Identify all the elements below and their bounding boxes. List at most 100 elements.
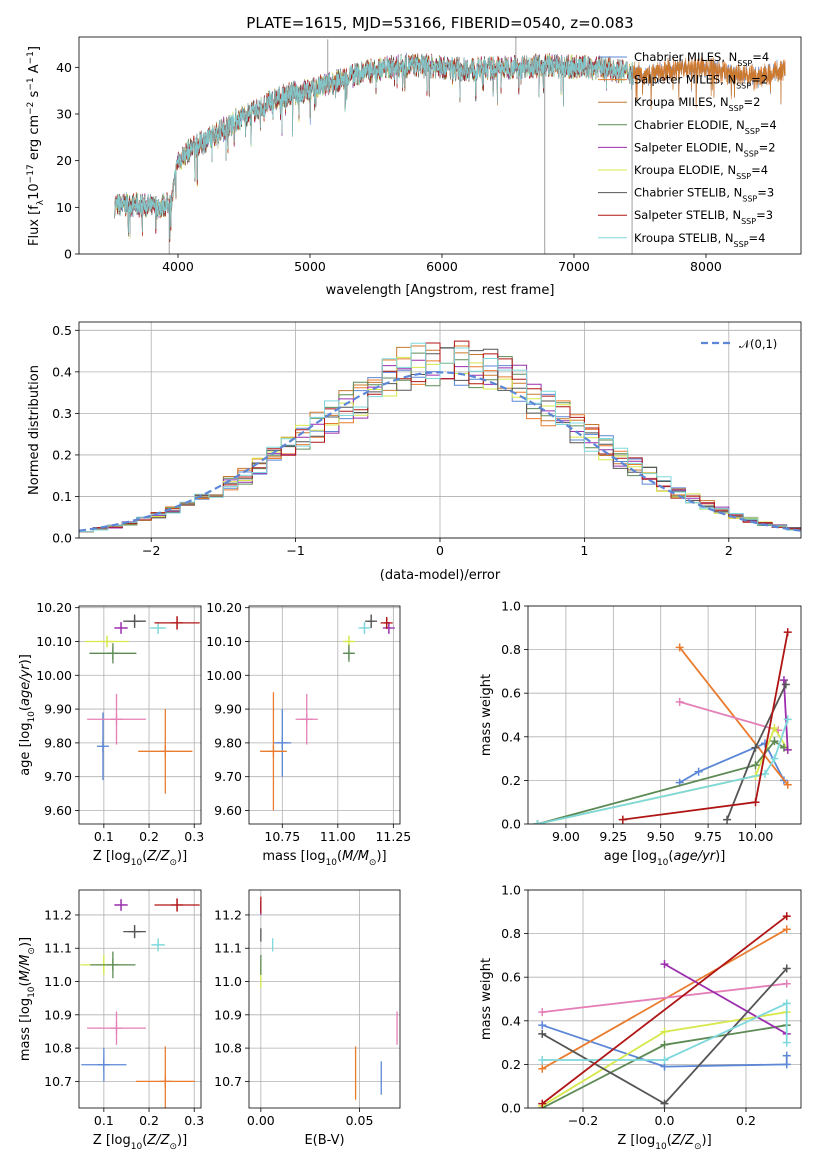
legend-entry: Chabrier STELIB, NSSP=3 <box>634 186 774 204</box>
plot-area <box>249 890 400 1108</box>
data-point <box>538 1099 547 1108</box>
x-axis-label: Z [log10(Z/Z⊙)] <box>617 1133 711 1152</box>
y-tick-label: 0.2 <box>52 447 72 462</box>
data-point <box>123 924 146 939</box>
data-point <box>382 621 395 634</box>
legend-entry: Kroupa STELIB, NSSP=4 <box>634 231 765 249</box>
mass-weight-series-line <box>542 1024 788 1068</box>
x-tick-label: 0.2 <box>736 1113 756 1128</box>
x-tick-label: −1 <box>286 543 304 558</box>
y-tick-label: 10.20 <box>206 600 242 615</box>
x-tick-label: 0.3 <box>184 829 204 844</box>
y-tick-label: 10.10 <box>36 634 72 649</box>
plot-area <box>249 606 400 824</box>
mass-weight-series-line <box>664 963 788 1035</box>
data-point <box>96 712 109 781</box>
data-point <box>770 737 779 746</box>
x-tick-label: 0.05 <box>346 1113 374 1128</box>
y-tick-label: 11.2 <box>214 907 242 922</box>
axes-frame <box>78 889 202 1109</box>
data-point <box>154 616 200 630</box>
y-tick-label: 10.9 <box>44 1007 72 1022</box>
x-axis-label: Z [log10(Z/Z⊙)] <box>93 1133 187 1152</box>
data-point <box>90 951 136 979</box>
y-tick-label: 10.7 <box>44 1074 72 1089</box>
y-tick-label: 0.4 <box>52 364 72 379</box>
grid <box>249 890 400 1108</box>
param-panel-5: 0.1 0.2 0.3 10.7 10.8 10.9 11.0 11.1 11.2 Z [log1… <box>18 889 204 1152</box>
plot-layer <box>85 614 200 794</box>
data-point <box>660 1040 669 1049</box>
y-tick-label: 0.0 <box>52 531 72 546</box>
mass-weight-series-line <box>783 680 789 750</box>
y-tick-label: 0.5 <box>52 323 72 338</box>
data-point <box>85 635 129 648</box>
data-point <box>782 1060 791 1069</box>
y-tick-label: 0.2 <box>501 773 521 788</box>
data-point <box>782 979 791 988</box>
histogram-series <box>79 342 801 538</box>
y-tick-label: 10.9 <box>214 1007 242 1022</box>
legend: Chabrier MILES, NSSP=4 Salpeter MILES, NS… <box>598 50 777 248</box>
axes-frame <box>78 605 202 825</box>
x-tick-label: −2 <box>142 543 160 558</box>
data-point <box>782 1038 791 1047</box>
data-point <box>538 1064 547 1073</box>
y-tick-label: 0.1 <box>52 489 72 504</box>
data-point <box>87 693 146 745</box>
data-point <box>135 1046 195 1108</box>
data-point <box>751 761 760 770</box>
data-point <box>770 724 779 733</box>
x-tick-label: 7000 <box>558 259 590 274</box>
data-point <box>782 912 791 921</box>
x-tick-label: 0.2 <box>139 829 159 844</box>
mass-weight-panel-4: 9.00 9.25 9.50 9.75 10.00 0.0 0.2 0.4 0.6 0.8 1.0 a… <box>479 599 802 868</box>
y-tick-label: 11.0 <box>214 974 242 989</box>
y-axis-label: mass weight <box>479 958 494 1040</box>
y-tick-label: 10.00 <box>36 668 72 683</box>
x-tick-label: 0.2 <box>139 1113 159 1128</box>
y-tick-label: 11.0 <box>44 974 72 989</box>
y-tick-label: 0 <box>64 247 72 262</box>
y-tick-label: 0.6 <box>501 970 521 985</box>
y-tick-label: 10.7 <box>214 1074 242 1089</box>
x-tick-label: 6000 <box>426 259 458 274</box>
y-axis-label: mass [log10(M/M⊙)] <box>18 937 37 1061</box>
plot-layer <box>533 628 792 824</box>
y-tick-label: 10.10 <box>206 634 242 649</box>
data-point <box>660 960 669 969</box>
data-point <box>770 754 779 763</box>
y-tick-label: 9.80 <box>44 735 72 750</box>
mass-weight-series-line <box>541 928 788 1070</box>
y-tick-label: 10.00 <box>206 668 242 683</box>
x-tick-label: 9.75 <box>694 829 722 844</box>
mass-weight-series-line <box>542 1001 788 1061</box>
data-point <box>783 628 792 637</box>
data-point <box>675 643 684 652</box>
axes-frame <box>248 889 401 1109</box>
data-point <box>779 676 788 685</box>
x-axis-label: Z [log10(Z/Z⊙)] <box>93 849 187 868</box>
y-tick-label: 0.6 <box>501 686 521 701</box>
data-point <box>149 621 167 634</box>
y-tick-label: 10.20 <box>36 600 72 615</box>
plot-layer <box>114 37 786 254</box>
data-point <box>618 815 627 824</box>
data-point <box>538 1008 547 1017</box>
x-axis-label: E(B-V) <box>304 1133 344 1148</box>
y-tick-label: 0.4 <box>501 729 521 744</box>
data-point <box>151 938 165 952</box>
param-panel-6: 0.00 0.05 10.7 10.8 10.9 11.0 11.1 11.2 E(B-V) <box>214 889 401 1148</box>
grid <box>249 606 400 824</box>
y-axis-label: mass weight <box>479 674 494 756</box>
data-point <box>538 1056 547 1065</box>
x-axis-label: age [log10(age/yr)] <box>604 849 726 868</box>
data-point <box>114 898 128 911</box>
legend-entry: Kroupa ELODIE, NSSP=4 <box>634 163 768 181</box>
plot-layer <box>538 912 791 1108</box>
y-tick-label: 9.60 <box>44 803 72 818</box>
plot-area <box>528 606 801 824</box>
x-tick-label: 0.00 <box>247 1113 275 1128</box>
y-tick-label: 40 <box>56 60 72 75</box>
mass-weight-series-line <box>679 701 779 732</box>
